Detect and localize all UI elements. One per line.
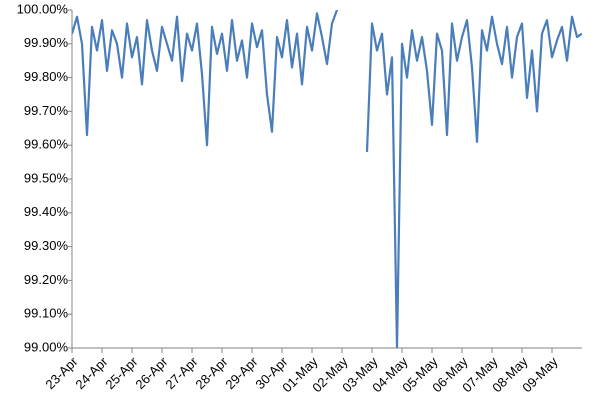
y-tick-label: 99.00% [24, 339, 69, 354]
y-tick-label: 99.80% [24, 69, 69, 84]
y-tick-label: 100.00% [17, 1, 69, 16]
y-tick-label: 99.20% [24, 272, 69, 287]
x-tick-label: 27-Apr [162, 353, 201, 392]
y-tick-label: 99.10% [24, 306, 69, 321]
y-tick-label: 99.90% [24, 35, 69, 50]
x-tick-label: 25-Apr [102, 353, 141, 392]
data-line [72, 10, 582, 348]
y-tick-label: 99.60% [24, 137, 69, 152]
x-tick-label: 28-Apr [192, 353, 231, 392]
y-tick-label: 99.40% [24, 204, 69, 219]
x-tick-label: 26-Apr [132, 353, 171, 392]
x-tick-label: 29-Apr [222, 353, 261, 392]
x-tick-label: 23-Apr [42, 353, 81, 392]
x-tick-label: 24-Apr [72, 353, 111, 392]
y-tick-label: 99.30% [24, 238, 69, 253]
y-tick-label: 99.70% [24, 103, 69, 118]
y-tick-label: 99.50% [24, 170, 69, 185]
